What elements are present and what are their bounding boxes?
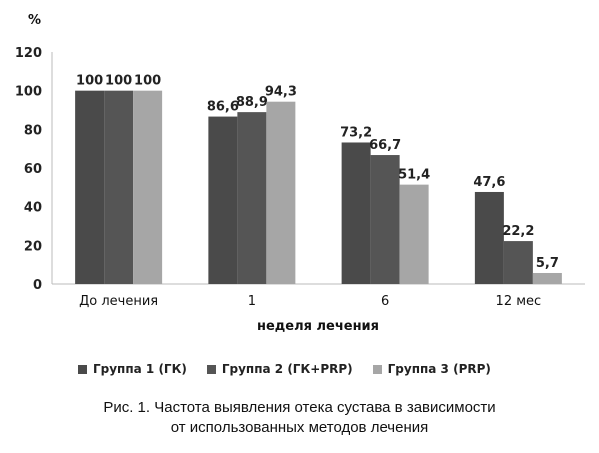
- x-axis-title: неделя лечения: [257, 319, 379, 334]
- data-label-series-1-cat-3: 73,2: [340, 125, 372, 140]
- legend: Группа 1 (ГК) Группа 2 (ГК+PRP) Группа 3…: [78, 362, 491, 376]
- bar-series-1-cat-1: [75, 90, 105, 285]
- y-axis-ticks: 0 20 40 60 80 100 120: [15, 46, 42, 293]
- legend-label-group-3: Группа 3 (PRP): [387, 362, 491, 376]
- bar-series-3-cat-3: [399, 184, 429, 284]
- x-tick-label: До лечения: [79, 294, 158, 309]
- bar-series-3-cat-1: [133, 90, 163, 285]
- bar-series-1-cat-4: [474, 191, 504, 284]
- data-label-series-2-cat-3: 66,7: [369, 138, 401, 153]
- y-tick-label: 80: [24, 123, 42, 138]
- data-label-series-2-cat-2: 88,9: [236, 95, 268, 110]
- legend-item-group-1: Группа 1 (ГК): [78, 362, 187, 376]
- y-tick-label: 20: [24, 239, 42, 254]
- bar-series-2-cat-1: [104, 90, 134, 285]
- caption-line-1: Рис. 1. Частота выявления отека сустава …: [103, 399, 496, 416]
- bar-series-3-cat-4: [532, 272, 562, 284]
- bar-series-1-cat-3: [341, 142, 371, 284]
- bar-series-3-cat-2: [266, 101, 296, 284]
- data-label-series-1-cat-4: 47,6: [473, 175, 505, 190]
- legend-swatch-group-1: [78, 364, 87, 374]
- x-tick-label: 1: [248, 294, 256, 309]
- bar-series-2-cat-4: [503, 241, 533, 284]
- y-tick-label: 60: [24, 162, 42, 177]
- data-label-series-2-cat-1: 100: [105, 74, 132, 89]
- data-label-series-3-cat-1: 100: [134, 74, 161, 89]
- legend-label-group-1: Группа 1 (ГК): [93, 362, 187, 376]
- data-label-series-3-cat-4: 5,7: [536, 256, 559, 271]
- legend-item-group-2: Группа 2 (ГК+PRP): [206, 362, 353, 376]
- data-label-series-3-cat-2: 94,3: [265, 85, 297, 100]
- y-tick-label: 100: [15, 85, 42, 100]
- figure-caption: Рис. 1. Частота выявления отека сустава …: [0, 398, 599, 438]
- data-label-series-2-cat-4: 22,2: [502, 224, 534, 239]
- y-tick-label: 40: [24, 201, 42, 216]
- category-labels: До лечения 1 6 12 мес: [79, 294, 541, 309]
- legend-item-group-3: Группа 3 (PRP): [372, 362, 491, 376]
- data-label-series-1-cat-1: 100: [76, 74, 103, 89]
- legend-swatch-group-2: [206, 364, 216, 374]
- data-label-series-3-cat-3: 51,4: [398, 168, 430, 183]
- bar-series-2-cat-3: [370, 155, 400, 284]
- bar-series-1-cat-2: [208, 116, 238, 284]
- y-tick-label: 0: [33, 278, 42, 293]
- data-label-series-1-cat-2: 86,6: [207, 100, 239, 115]
- bar-series-2-cat-2: [237, 112, 267, 284]
- legend-swatch-group-3: [372, 364, 382, 374]
- x-tick-label: 6: [381, 294, 389, 309]
- y-tick-label: 120: [15, 46, 42, 61]
- x-tick-label: 12 мес: [496, 294, 542, 309]
- legend-label-group-2: Группа 2 (ГК+PRP): [221, 362, 353, 376]
- caption-line-2: от использованных методов лечения: [170, 419, 429, 436]
- y-axis-unit-label: %: [28, 13, 41, 28]
